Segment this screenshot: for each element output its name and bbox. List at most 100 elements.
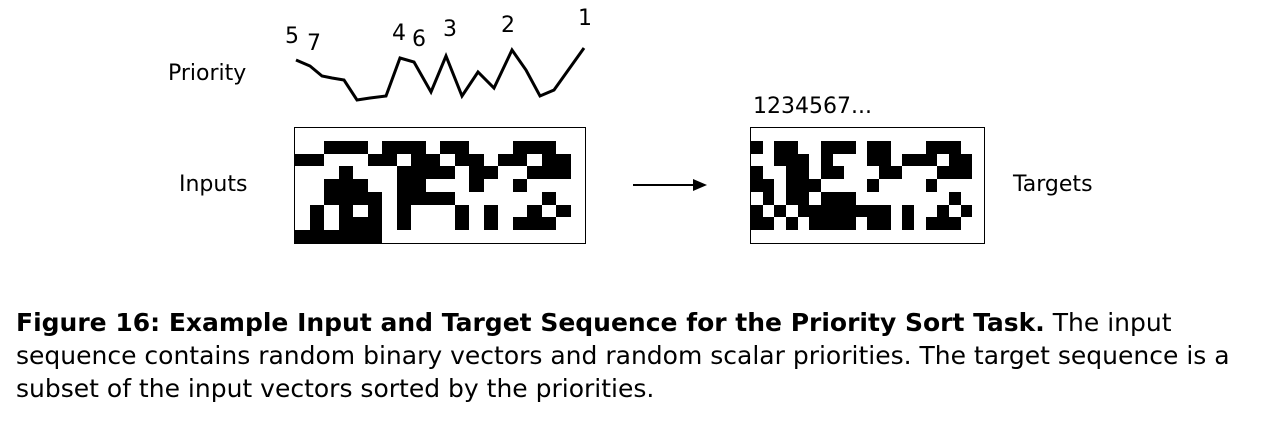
input-cell xyxy=(310,166,325,179)
target-cell xyxy=(914,153,926,167)
target-cell xyxy=(902,153,915,167)
input-cell xyxy=(411,179,426,192)
target-cell xyxy=(926,166,938,179)
target-cell xyxy=(820,153,833,167)
input-cell xyxy=(368,141,383,154)
input-cell xyxy=(367,230,382,243)
target-cell xyxy=(961,230,973,243)
target-cell xyxy=(809,128,821,141)
input-cell xyxy=(411,191,426,205)
input-cell xyxy=(309,153,324,167)
target-cell xyxy=(891,128,903,141)
input-cell xyxy=(440,217,455,230)
input-cell xyxy=(397,128,412,141)
input-cell xyxy=(382,205,397,218)
input-cell xyxy=(455,128,470,141)
target-cell xyxy=(821,230,833,243)
target-cell xyxy=(937,192,949,205)
target-cell xyxy=(914,205,926,218)
target-cell xyxy=(820,166,833,180)
target-cell xyxy=(762,179,775,192)
target-cell xyxy=(891,154,903,167)
input-cell xyxy=(440,140,455,154)
target-cell xyxy=(844,191,856,205)
target-cell xyxy=(937,230,949,243)
input-cell xyxy=(512,153,527,167)
input-cell xyxy=(382,192,397,205)
target-cell xyxy=(774,153,786,167)
target-cell xyxy=(879,230,891,243)
target-cell xyxy=(763,128,775,141)
target-cell xyxy=(832,217,845,231)
input-cell xyxy=(440,205,455,218)
target-cell xyxy=(751,154,763,167)
input-cell xyxy=(454,204,469,218)
target-cell xyxy=(937,154,949,167)
input-cell xyxy=(541,217,556,231)
input-cell xyxy=(411,205,426,218)
target-cell xyxy=(891,179,903,192)
target-cell xyxy=(960,166,973,180)
input-cell xyxy=(426,141,441,154)
target-cell xyxy=(925,179,938,192)
input-cell xyxy=(542,179,557,192)
target-cell xyxy=(786,205,798,218)
input-cell xyxy=(324,154,339,167)
target-cell xyxy=(751,179,763,192)
input-cell xyxy=(353,166,368,179)
target-order-label: 1234567... xyxy=(753,94,872,119)
target-cell xyxy=(972,205,984,218)
targets-label: Targets xyxy=(1013,172,1093,197)
target-cell xyxy=(937,166,950,180)
target-cell xyxy=(891,205,903,218)
caption-text: The input sequence contains random binar… xyxy=(16,308,1230,403)
input-cell xyxy=(411,217,426,230)
input-cell xyxy=(396,140,411,154)
target-cell xyxy=(785,179,798,192)
input-cell xyxy=(353,205,368,218)
target-cell xyxy=(867,230,879,243)
target-cell xyxy=(972,179,984,192)
target-cell xyxy=(890,166,903,180)
input-cell xyxy=(368,179,383,192)
input-cell xyxy=(426,205,441,218)
input-cell xyxy=(498,179,513,192)
target-cell xyxy=(751,230,763,243)
target-cell xyxy=(879,192,891,205)
input-cell xyxy=(324,191,339,205)
target-cell xyxy=(763,154,775,167)
target-cell xyxy=(774,217,786,230)
target-cell xyxy=(925,217,938,231)
input-cell xyxy=(556,192,571,205)
input-cell xyxy=(310,141,325,154)
input-cell xyxy=(295,153,310,167)
target-cell xyxy=(774,204,786,218)
target-cell xyxy=(833,230,845,243)
target-cell xyxy=(949,140,961,154)
input-cell xyxy=(556,217,571,230)
target-cell xyxy=(949,166,961,180)
target-cell xyxy=(902,192,914,205)
target-cell xyxy=(821,179,833,192)
target-cell xyxy=(809,204,821,218)
input-cell xyxy=(498,230,513,243)
target-cell xyxy=(914,179,926,192)
input-cell xyxy=(295,128,310,141)
target-cell xyxy=(926,128,938,141)
input-cell xyxy=(469,192,484,205)
target-cell xyxy=(809,230,821,243)
input-cell xyxy=(396,179,411,192)
input-cell xyxy=(338,179,353,192)
input-cell xyxy=(571,128,586,141)
input-cell xyxy=(411,140,426,154)
target-cell xyxy=(751,128,763,141)
target-cell xyxy=(867,128,879,141)
target-cell xyxy=(820,204,833,218)
input-cell xyxy=(571,179,586,192)
input-cell xyxy=(469,128,484,141)
arrow-head xyxy=(693,179,707,191)
input-cell xyxy=(426,128,441,141)
input-cell xyxy=(295,230,310,243)
input-cell xyxy=(425,166,440,180)
target-cell xyxy=(891,230,903,243)
